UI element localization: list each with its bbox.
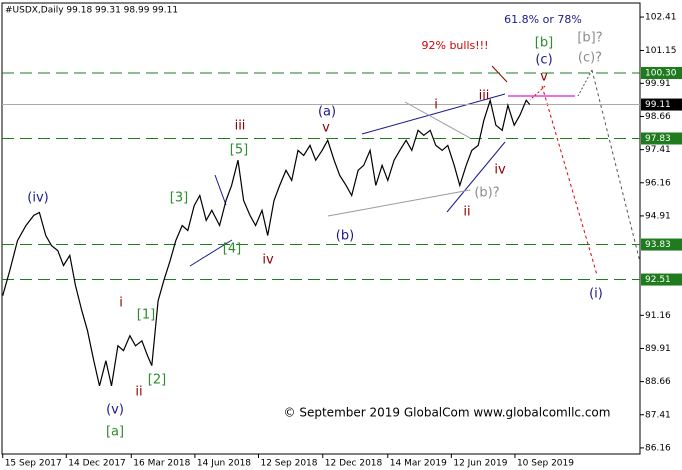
y-tick-label: 96.16 [645, 178, 671, 188]
wave-label: [b] [535, 36, 553, 51]
wave-label: i [119, 296, 123, 311]
wave-label: [2] [148, 373, 166, 388]
y-tick-label: 97.41 [645, 145, 671, 155]
lower-wedge-line [446, 141, 506, 213]
projection-line [541, 85, 598, 276]
level-label-box [641, 132, 682, 145]
wave-label: (a) [318, 105, 336, 120]
plot-frame [1, 2, 641, 455]
y-tick-label: 91.16 [645, 311, 671, 321]
x-tick-label: 15 Sep 2017 [5, 459, 62, 469]
trend-line [214, 174, 227, 206]
wave-label: i [434, 98, 438, 113]
wave-label: ii [135, 385, 142, 400]
upper-wedge-line [361, 93, 506, 135]
level-label-box [641, 238, 682, 251]
wave-label: [5] [230, 143, 248, 158]
price-line [2, 98, 531, 387]
wave-label: (b) [336, 229, 354, 244]
triangle-line [404, 101, 471, 139]
projection-line [577, 69, 593, 97]
y-tick-label: 98.66 [645, 112, 671, 122]
wave-label: © September 2019 GlobalCom www.globalcom… [284, 406, 611, 420]
wave-label: iii [479, 89, 490, 104]
wave-label: [a] [106, 425, 124, 440]
wave-label: (c)? [578, 51, 602, 66]
x-tick-label: 10 Sep 2019 [517, 459, 574, 469]
y-tick-label: 86.16 [645, 443, 671, 453]
wave-label: (b)? [474, 186, 499, 201]
y-tick-label: 102.41 [645, 13, 677, 23]
wave-label: iii [235, 119, 246, 134]
y-tick-label: 87.41 [645, 410, 671, 420]
last-price-box [641, 98, 682, 111]
wave-label: iv [494, 163, 506, 178]
wave-label: (iv) [27, 191, 48, 206]
last-price-label: 99.11 [645, 100, 671, 110]
x-tick-label: 14 Dec 2017 [68, 459, 126, 469]
wave-label: ii [463, 205, 470, 220]
level-label: 92.51 [645, 275, 671, 285]
x-tick-label: 14 Jun 2018 [197, 459, 251, 469]
x-tick-label: 12 Dec 2018 [325, 459, 383, 469]
level-label: 93.83 [645, 240, 671, 250]
wave-lines [189, 65, 641, 276]
wave-label: 61.8% or 78% [504, 13, 582, 26]
projection-line [591, 69, 641, 263]
wave-label: [3] [170, 191, 188, 206]
wave-label: (v) [106, 403, 124, 418]
chart-title: #USDX,Daily 99.18 99.31 98.99 99.11 [5, 6, 178, 16]
wave-label: iv [262, 253, 274, 268]
wave-label: [b]? [577, 31, 602, 46]
y-tick-label: 99.91 [645, 79, 671, 89]
y-tick-label: 89.91 [645, 344, 671, 354]
triangle-line [327, 189, 471, 217]
wave-label: (i) [589, 287, 603, 302]
x-tick-label: 16 Mar 2018 [133, 459, 190, 469]
y-tick-label: 101.15 [645, 46, 677, 56]
wave-label: v [540, 70, 548, 85]
x-tick-label: 14 Mar 2019 [390, 459, 447, 469]
wave-label: v [322, 121, 330, 136]
x-tick-label: 12 Sep 2018 [260, 459, 317, 469]
y-tick-label: 88.66 [645, 377, 671, 387]
y-tick-label: 94.91 [645, 211, 671, 221]
level-label-box [641, 66, 682, 79]
level-label: 100.30 [645, 68, 677, 78]
wave-label: 92% bulls!!! [422, 39, 489, 52]
wave-label: (c) [535, 53, 552, 68]
level-label: 97.83 [645, 134, 671, 144]
pointer-line [491, 65, 508, 83]
level-label-box [641, 273, 682, 286]
projection-line [529, 85, 546, 101]
wave-label: [4] [223, 242, 241, 257]
x-tick-label: 12 Jun 2019 [453, 459, 507, 469]
wave-label: [1] [137, 308, 155, 323]
